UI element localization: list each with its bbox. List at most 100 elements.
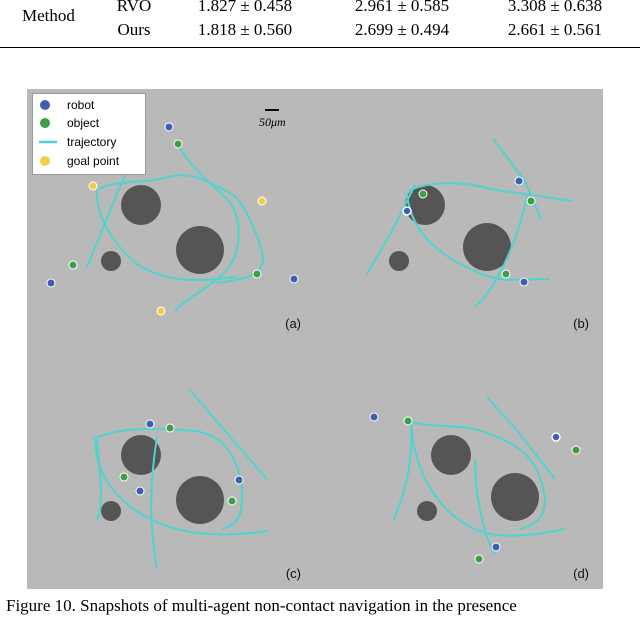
- robot-marker: [145, 419, 155, 429]
- trajectory-line: [95, 188, 238, 281]
- trajectory-line: [492, 138, 542, 220]
- obstacle-large: [121, 435, 161, 475]
- obstacle-large: [463, 223, 511, 271]
- objects: [418, 189, 536, 279]
- goal-legend-icon: [40, 156, 50, 166]
- trajectories: [366, 138, 574, 308]
- panel-a: robot object trajectory goal point 50μm …: [27, 89, 315, 339]
- robot-marker: [519, 277, 529, 287]
- table-cell: 1.827 ± 0.458: [197, 0, 293, 15]
- object-marker: [571, 445, 581, 455]
- trajectory-line: [408, 182, 574, 202]
- robots: [135, 419, 244, 496]
- legend: robot object trajectory goal point: [32, 93, 146, 175]
- obstacle-small: [389, 251, 409, 271]
- object-legend-icon: [40, 118, 50, 128]
- panel-d: (d): [315, 339, 603, 589]
- robot-marker: [164, 122, 174, 132]
- robots: [402, 176, 529, 287]
- robot-marker: [289, 274, 299, 284]
- table-row: RVO 1.827 ± 0.458 2.961 ± 0.585 3.308 ± …: [0, 0, 640, 18]
- trajectory-line: [96, 438, 103, 522]
- panel-d-image: [315, 339, 603, 589]
- method-name: RVO: [116, 0, 152, 15]
- object-marker: [526, 196, 536, 206]
- scale-bar-line: [265, 109, 279, 111]
- legend-item-object: object: [39, 115, 143, 131]
- legend-label: object: [67, 116, 100, 130]
- robot-marker: [369, 412, 379, 422]
- obstacle-large: [405, 185, 445, 225]
- microscope-background: [27, 339, 315, 589]
- table-cell: 1.818 ± 0.560: [197, 20, 293, 39]
- panel-b-image: [315, 89, 603, 339]
- panel-label: (d): [573, 566, 589, 581]
- scale-bar: 50μm: [259, 109, 303, 139]
- table-cell: 2.961 ± 0.585: [354, 0, 450, 15]
- object-marker: [403, 416, 413, 426]
- robot-marker: [491, 542, 501, 552]
- trajectories: [86, 126, 265, 312]
- table-cell: 2.699 ± 0.494: [354, 20, 450, 39]
- figure-caption: Figure 10. Snapshots of multi-agent non-…: [6, 596, 517, 615]
- robot-marker: [234, 475, 244, 485]
- obstacle-large: [491, 473, 539, 521]
- goal-points: [88, 181, 267, 316]
- scale-bar-label: 50μm: [259, 115, 286, 129]
- panel-label: (a): [285, 316, 301, 331]
- panel-label: (b): [573, 316, 589, 331]
- trajectory-line: [408, 420, 547, 530]
- obstacle-large: [176, 226, 224, 274]
- objects: [68, 139, 262, 279]
- object-marker: [252, 269, 262, 279]
- obstacle-large: [431, 435, 471, 475]
- goal-marker: [257, 196, 267, 206]
- trajectory-line: [188, 388, 268, 480]
- obstacle-small: [101, 501, 121, 521]
- obstacle-large: [121, 185, 161, 225]
- object-marker: [119, 472, 129, 482]
- obstacle-small: [101, 251, 121, 271]
- object-marker: [165, 423, 175, 433]
- table-bottom-rule: [0, 47, 640, 48]
- legend-item-goal: goal point: [39, 153, 143, 169]
- panel-b: (b): [315, 89, 603, 339]
- robot-marker: [46, 278, 56, 288]
- table-cell: 3.308 ± 0.638: [507, 0, 603, 15]
- panel-c-image: [27, 339, 315, 589]
- trajectory-line: [474, 196, 528, 308]
- object-marker: [68, 260, 78, 270]
- trajectory-line: [98, 174, 265, 284]
- objects: [119, 423, 237, 506]
- objects: [403, 416, 581, 564]
- legend-label: goal point: [67, 154, 120, 168]
- table-header-method: Method: [22, 6, 75, 25]
- table-row: Ours 1.818 ± 0.560 2.699 ± 0.494 2.661 ±…: [0, 20, 640, 42]
- legend-item-trajectory: trajectory: [39, 134, 143, 150]
- robot-marker: [402, 206, 412, 216]
- trajectory-line: [486, 396, 556, 480]
- robot-marker: [514, 176, 524, 186]
- object-marker: [227, 496, 237, 506]
- goal-marker: [88, 181, 98, 191]
- results-table: Method RVO 1.827 ± 0.458 2.961 ± 0.585 3…: [0, 0, 640, 50]
- microscope-background: [315, 89, 603, 339]
- panel-label: (c): [285, 566, 301, 581]
- robots: [369, 412, 561, 552]
- trajectory-line: [150, 436, 158, 570]
- obstacle-large: [176, 476, 224, 524]
- robot-legend-icon: [40, 100, 50, 110]
- object-marker: [418, 189, 428, 199]
- trajectory-line: [92, 427, 244, 530]
- legend-item-robot: robot: [39, 97, 143, 113]
- trajectory-legend-icon: [39, 140, 57, 144]
- object-marker: [173, 139, 183, 149]
- trajectory-line: [94, 440, 268, 536]
- legend-label: robot: [67, 98, 95, 112]
- obstacle-small: [417, 501, 437, 521]
- robot-marker: [135, 486, 145, 496]
- robots: [46, 122, 299, 288]
- legend-label: trajectory: [67, 135, 117, 149]
- method-name: Ours: [117, 20, 151, 39]
- snapshot-figure: robot object trajectory goal point 50μm …: [27, 89, 603, 589]
